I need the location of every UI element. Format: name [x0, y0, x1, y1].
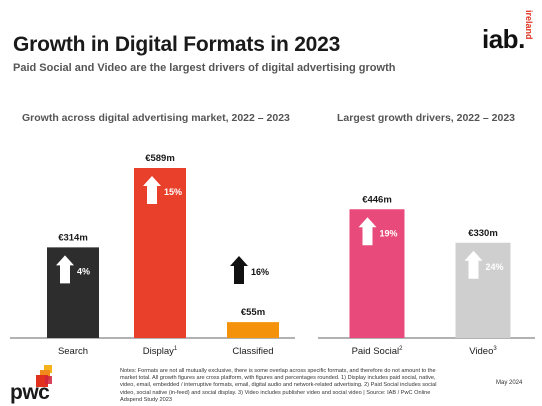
category-label: Video3 — [469, 346, 497, 357]
pwc-logo-text: pwc — [10, 381, 50, 404]
category-label: Paid Social2 — [352, 346, 404, 357]
growth-arrow-up-icon — [464, 250, 483, 279]
page-subtitle: Paid Social and Video are the largest dr… — [13, 62, 396, 74]
pwc-logo: pwc — [10, 365, 70, 405]
bar-search — [47, 247, 99, 338]
left-chart-title: Growth across digital advertising market… — [22, 112, 290, 124]
bar-paid-social — [349, 209, 405, 338]
bar-video — [455, 242, 511, 338]
growth-label: 16% — [251, 267, 269, 277]
bar-display — [134, 168, 186, 338]
growth-arrow-up-icon — [358, 217, 377, 246]
value-label: €314m — [58, 232, 88, 243]
growth-label: 4% — [77, 266, 90, 276]
pwc-logo-mark — [36, 365, 52, 387]
iab-ireland-logo: iab. ireland — [482, 10, 538, 56]
value-label: €589m — [145, 153, 175, 164]
value-label: €446m — [362, 194, 392, 205]
growth-arrow-up-icon — [143, 176, 161, 204]
growth-label: 24% — [486, 262, 504, 272]
growth-arrow-up-icon — [56, 255, 74, 284]
value-label: €330m — [468, 228, 498, 239]
publish-date: May 2024 — [496, 380, 523, 386]
iab-logo-text: iab. — [482, 24, 525, 54]
growth-label: 15% — [164, 187, 182, 197]
value-label: €55m — [241, 307, 265, 318]
right-chart-title: Largest growth drivers, 2022 – 2023 — [337, 112, 516, 124]
category-label: Search — [58, 346, 88, 357]
growth-label: 19% — [380, 228, 398, 238]
bar-classified — [227, 322, 279, 338]
growth-arrow-up-icon — [230, 256, 248, 284]
page-title: Growth in Digital Formats in 2023 — [13, 33, 341, 56]
footnotes: Notes: Formats are not all mutually excl… — [120, 368, 437, 403]
category-label: Classified — [232, 346, 273, 357]
category-label: Display1 — [143, 346, 178, 357]
